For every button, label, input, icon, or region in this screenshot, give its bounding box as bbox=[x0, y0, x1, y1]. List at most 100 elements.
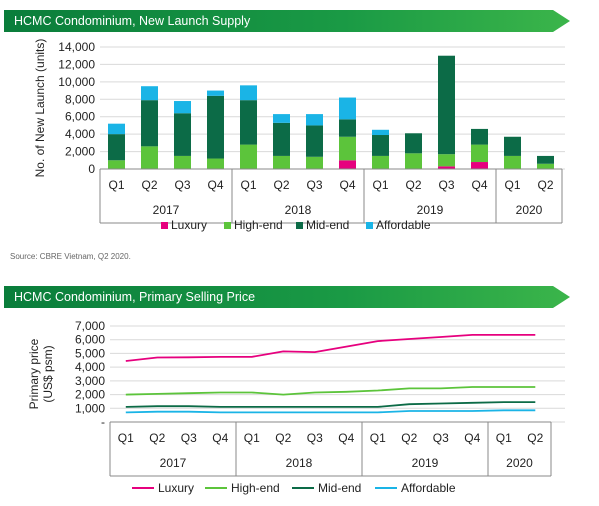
bar-high-end bbox=[339, 136, 356, 161]
bar-high-end bbox=[108, 160, 125, 169]
bar-mid-end bbox=[141, 100, 158, 147]
legend-label: High-end bbox=[234, 218, 283, 232]
x-tick-label: Q3 bbox=[307, 431, 323, 445]
x-tick-label: Q1 bbox=[504, 178, 520, 192]
legend-swatch-affordable bbox=[366, 222, 373, 229]
bar-affordable bbox=[372, 129, 389, 136]
x-tick-label: Q4 bbox=[464, 431, 480, 445]
bar-high-end bbox=[405, 153, 422, 169]
bar-affordable bbox=[174, 101, 191, 114]
bar-mid-end bbox=[273, 122, 290, 156]
legend-label: Mid-end bbox=[318, 481, 361, 495]
x-tick-label: Q3 bbox=[306, 178, 322, 192]
x-tick-label: Q1 bbox=[118, 431, 134, 445]
y-tick-label: 12,000 bbox=[58, 57, 95, 71]
x-tick-label: Q2 bbox=[401, 431, 417, 445]
y-tick-label: 10,000 bbox=[58, 75, 95, 89]
bar-mid-end bbox=[339, 119, 356, 137]
bar-high-end bbox=[207, 158, 224, 169]
chart2-title: HCMC Condominium, Primary Selling Price bbox=[14, 290, 256, 304]
bar-mid-end bbox=[372, 135, 389, 156]
year-label: 2018 bbox=[285, 203, 312, 217]
bar-mid-end bbox=[504, 136, 521, 156]
y-tick-label: 2,000 bbox=[65, 145, 95, 159]
year-label: 2017 bbox=[160, 456, 187, 470]
x-tick-label: Q2 bbox=[527, 431, 543, 445]
x-tick-label: Q4 bbox=[471, 178, 487, 192]
x-tick-label: Q3 bbox=[438, 178, 454, 192]
legend-label: Affordable bbox=[376, 218, 431, 232]
y-tick-label: 0 bbox=[88, 162, 95, 176]
y-axis-label: No. of New Launch (units) bbox=[33, 39, 47, 178]
bar-high-end bbox=[141, 146, 158, 169]
source-note: Source: CBRE Vietnam, Q2 2020. bbox=[10, 252, 131, 261]
bar-mid-end bbox=[405, 133, 422, 154]
bar-high-end bbox=[273, 155, 290, 169]
x-tick-label: Q1 bbox=[240, 178, 256, 192]
bar-affordable bbox=[108, 123, 125, 135]
year-label: 2019 bbox=[417, 203, 444, 217]
bar-mid-end bbox=[240, 100, 257, 145]
year-label: 2017 bbox=[153, 203, 180, 217]
x-tick-label: Q1 bbox=[496, 431, 512, 445]
bar-high-end bbox=[504, 155, 521, 169]
y-tick-label: 3,000 bbox=[75, 374, 105, 388]
x-tick-label: Q4 bbox=[338, 431, 354, 445]
bar-high-end bbox=[438, 154, 455, 167]
bar-mid-end bbox=[438, 55, 455, 155]
bar-high-end bbox=[174, 155, 191, 169]
series-line-high-end bbox=[125, 386, 536, 396]
bar-high-end bbox=[372, 155, 389, 169]
y-tick-label: 5,000 bbox=[75, 346, 105, 360]
y-tick-label: 7,000 bbox=[75, 319, 105, 333]
bar-luxury bbox=[339, 160, 356, 169]
series-line-luxury bbox=[125, 333, 536, 362]
bar-luxury bbox=[438, 166, 455, 169]
y-tick-label: 2,000 bbox=[75, 388, 105, 402]
y-tick-label: 8,000 bbox=[65, 92, 95, 106]
y-tick-label: 6,000 bbox=[75, 333, 105, 347]
legend-label: Luxury bbox=[171, 218, 207, 232]
legend-label: Mid-end bbox=[306, 218, 349, 232]
y-tick-label: 6,000 bbox=[65, 110, 95, 124]
x-tick-label: Q2 bbox=[537, 178, 553, 192]
bar-mid-end bbox=[471, 128, 488, 145]
bar-high-end bbox=[471, 144, 488, 163]
bar-mid-end bbox=[306, 125, 323, 157]
bar-affordable bbox=[240, 85, 257, 101]
legend-swatch-high-end bbox=[224, 222, 231, 229]
legend-label: High-end bbox=[231, 481, 280, 495]
y-tick-label: 4,000 bbox=[75, 360, 105, 374]
bar-affordable bbox=[306, 114, 323, 126]
x-tick-label: Q2 bbox=[273, 178, 289, 192]
legend-label: Luxury bbox=[158, 481, 194, 495]
bar-affordable bbox=[339, 97, 356, 120]
year-label: 2020 bbox=[506, 456, 533, 470]
bar-luxury bbox=[471, 162, 488, 169]
x-tick-label: Q2 bbox=[275, 431, 291, 445]
y-tick-label: 14,000 bbox=[58, 40, 95, 54]
x-tick-label: Q1 bbox=[244, 431, 260, 445]
legend-swatch-luxury bbox=[161, 222, 168, 229]
x-tick-label: Q1 bbox=[108, 178, 124, 192]
x-tick-label: Q4 bbox=[207, 178, 223, 192]
chart1-title: HCMC Condominium, New Launch Supply bbox=[14, 14, 251, 28]
bar-affordable bbox=[273, 114, 290, 123]
x-tick-label: Q2 bbox=[141, 178, 157, 192]
year-label: 2018 bbox=[286, 456, 313, 470]
y-axis-label: Primary price bbox=[27, 338, 41, 409]
chart2-title-banner: HCMC Condominium, Primary Selling Price bbox=[4, 286, 570, 308]
bar-mid-end bbox=[174, 113, 191, 156]
chart1-title-banner: HCMC Condominium, New Launch Supply bbox=[4, 10, 570, 32]
legend-label: Affordable bbox=[401, 481, 456, 495]
series-line-mid-end bbox=[125, 401, 536, 408]
year-label: 2020 bbox=[516, 203, 543, 217]
x-tick-label: Q4 bbox=[339, 178, 355, 192]
x-tick-label: Q1 bbox=[370, 431, 386, 445]
bar-affordable bbox=[207, 90, 224, 96]
bar-mid-end bbox=[537, 155, 554, 164]
bar-high-end bbox=[537, 163, 554, 169]
x-tick-label: Q3 bbox=[181, 431, 197, 445]
series-line-affordable bbox=[125, 409, 536, 414]
